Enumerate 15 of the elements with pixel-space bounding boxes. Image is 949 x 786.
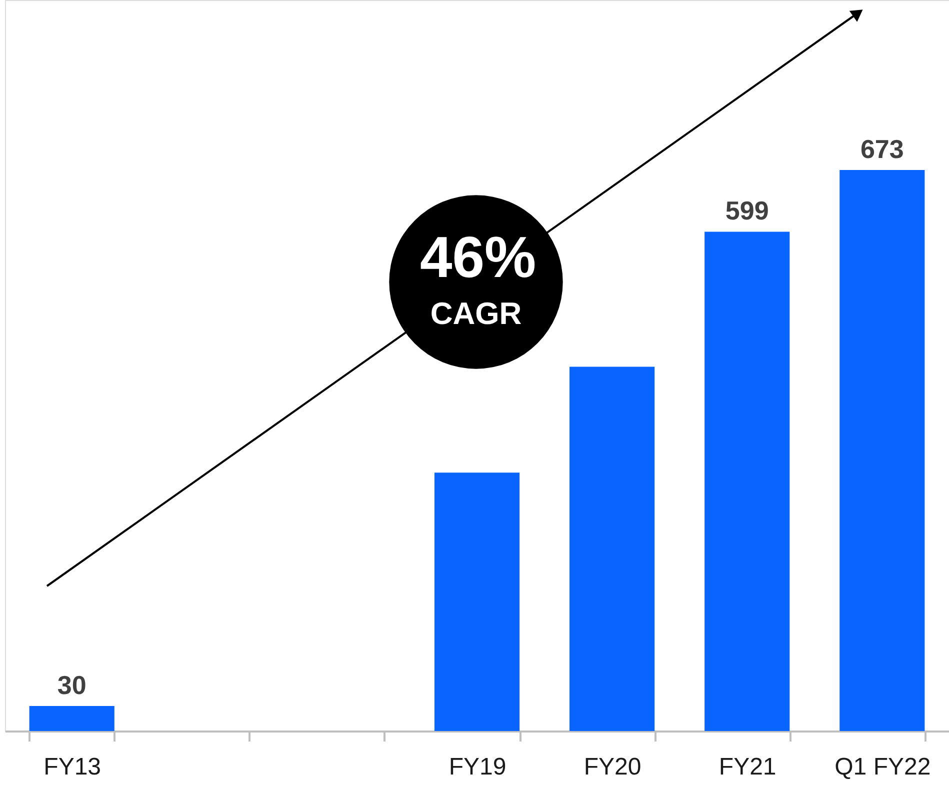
annotation: CAGR [430, 296, 522, 331]
annotation: 46% [420, 225, 536, 290]
x-tick-label: FY21 [718, 754, 776, 780]
data-label: 673 [860, 134, 904, 164]
bar [29, 706, 114, 731]
data-label: 599 [725, 196, 769, 226]
bar [434, 472, 520, 731]
bar [570, 366, 655, 731]
bar [840, 170, 925, 731]
x-tick-label: FY20 [584, 754, 642, 780]
data-label: 30 [57, 670, 86, 700]
bar [704, 232, 790, 731]
x-tick-label: FY19 [448, 754, 506, 780]
x-tick-label: FY13 [44, 754, 102, 780]
x-tick-label: Q1 FY22 [834, 754, 931, 780]
